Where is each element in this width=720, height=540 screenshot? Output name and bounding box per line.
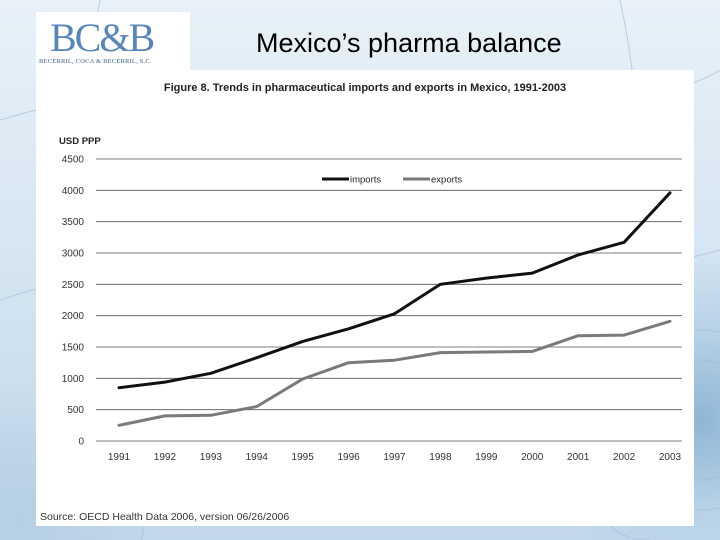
- logo-mark: BC&B: [50, 15, 155, 60]
- y-axis-label: USD PPP: [59, 136, 101, 147]
- x-tick-label: 2002: [613, 452, 636, 463]
- slide-title: Mexico’s pharma balance: [256, 28, 562, 58]
- y-tick-label: 2500: [62, 280, 85, 291]
- grid-lines: [96, 158, 682, 442]
- y-tick-labels: 0 500 1000 1500 2000 2500 3000 3500 4000 4500: [62, 155, 85, 448]
- logo-subtitle: BECERRIL, COCA & BECERRIL, S.C.: [39, 58, 152, 65]
- x-tick-label: 1994: [246, 452, 269, 463]
- legend-label-exports: exports: [431, 175, 462, 186]
- x-tick-label: 2000: [521, 452, 544, 463]
- x-tick-label: 1997: [383, 452, 406, 463]
- y-tick-label: 0: [78, 437, 84, 448]
- x-tick-label: 1999: [475, 452, 498, 463]
- x-tick-label: 1996: [337, 452, 360, 463]
- y-tick-label: 1000: [62, 374, 85, 385]
- x-tick-label: 2003: [659, 452, 682, 463]
- y-tick-label: 1500: [62, 343, 85, 354]
- x-tick-label: 1998: [429, 452, 452, 463]
- figure-title: Figure 8. Trends in pharmaceutical impor…: [163, 82, 567, 94]
- company-logo: BC&B BECERRIL, COCA & BECERRIL, S.C.: [36, 12, 190, 74]
- x-tick-label: 1991: [108, 452, 131, 463]
- legend: imports exports: [322, 175, 462, 186]
- y-tick-label: 4000: [62, 186, 85, 197]
- figure-panel: Figure 8. Trends in pharmaceutical impor…: [36, 70, 694, 526]
- y-tick-label: 3000: [62, 249, 85, 260]
- y-tick-label: 3500: [62, 217, 85, 228]
- x-tick-label: 1993: [200, 452, 223, 463]
- legend-label-imports: imports: [350, 175, 381, 186]
- y-tick-label: 4500: [62, 155, 85, 166]
- x-tick-labels: 1991 1992 1993 1994 1995 1996 1997 1998 1999 2000…: [108, 452, 682, 463]
- line-chart: 0 500 1000 1500 2000 2500 3000 3500 4000 4500 199…: [62, 155, 682, 463]
- series-lines: [117, 191, 672, 427]
- series-line-exports: [117, 319, 672, 427]
- figure-source: Source: OECD Health Data 2006, version 0…: [40, 511, 290, 523]
- x-tick-label: 1992: [154, 452, 177, 463]
- y-tick-label: 2000: [62, 311, 85, 322]
- y-tick-label: 500: [67, 405, 84, 416]
- series-line-imports: [117, 191, 672, 390]
- x-tick-label: 1995: [292, 452, 315, 463]
- x-tick-label: 2001: [567, 452, 590, 463]
